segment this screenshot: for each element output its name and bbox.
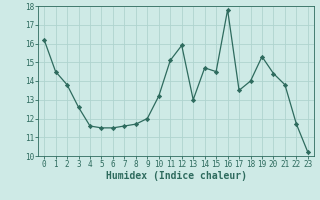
X-axis label: Humidex (Indice chaleur): Humidex (Indice chaleur): [106, 171, 246, 181]
